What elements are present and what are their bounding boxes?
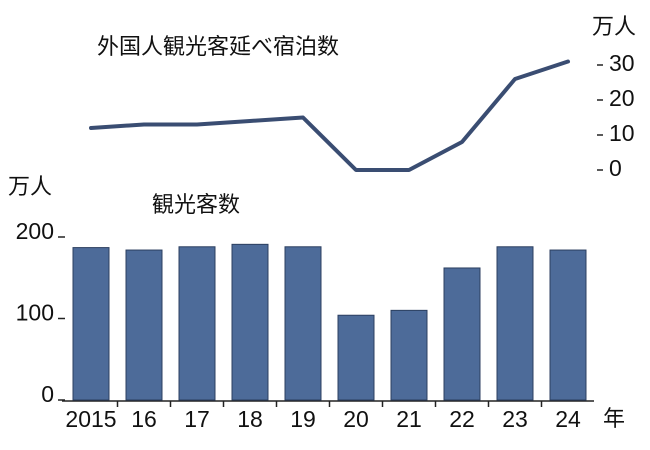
bar	[549, 249, 587, 401]
bar	[178, 246, 216, 401]
line-unit: 万人	[592, 15, 636, 40]
x-tick-label: 16	[131, 406, 157, 432]
bar	[443, 267, 481, 401]
bar-title: 観光客数	[152, 193, 240, 218]
line	[89, 59, 570, 172]
line-title: 外国人観光客延べ宿泊数	[97, 35, 339, 60]
y-tick-label: 100	[16, 300, 54, 326]
x-tick-label: 2015	[65, 406, 116, 432]
y-tick-label: 200	[16, 218, 54, 244]
x-tick-label: 24	[555, 406, 581, 432]
bar-unit: 万人	[8, 175, 52, 200]
bar	[231, 243, 269, 401]
x-tick-label: 18	[237, 406, 263, 432]
x-tick-label: 23	[502, 406, 528, 432]
bar	[72, 247, 110, 401]
bar	[337, 314, 375, 401]
x-unit: 年	[603, 407, 625, 432]
y-tick-label: 10	[609, 120, 635, 146]
y-tick-label: 20	[609, 85, 635, 111]
x-tick-label: 20	[343, 406, 369, 432]
y-tick-label: 30	[609, 50, 635, 76]
y-tick-label: 0	[609, 155, 622, 181]
x-tick-label: 19	[290, 406, 316, 432]
bar	[496, 246, 534, 401]
x-tick-label: 21	[396, 406, 422, 432]
bar	[125, 249, 163, 401]
x-tick-label: 22	[449, 406, 475, 432]
bar	[284, 246, 322, 401]
x-tick-label: 17	[184, 406, 210, 432]
y-tick-label: 0	[41, 381, 54, 407]
bar	[390, 309, 428, 401]
